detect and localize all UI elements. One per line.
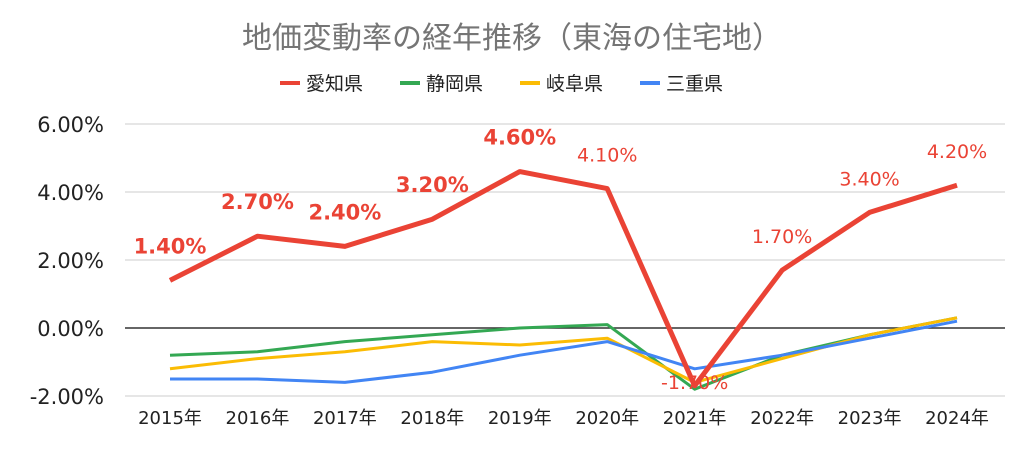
legend-label: 岐阜県 [546, 73, 603, 95]
x-tick-label: 2019年 [488, 408, 552, 429]
x-tick-label: 2023年 [838, 408, 902, 429]
data-label: 4.10% [577, 145, 637, 167]
y-axis: -2.00% 0.00% 2.00% 4.00% 6.00% [30, 113, 104, 409]
y-tick-label: 4.00% [37, 181, 104, 205]
x-tick-label: 2017年 [313, 408, 377, 429]
data-label: 3.40% [839, 168, 899, 190]
data-label: -1.70% [661, 372, 728, 394]
data-label: 3.20% [396, 173, 469, 197]
legend-label: 愛知県 [306, 73, 363, 95]
data-label: 2.40% [308, 200, 381, 224]
y-tick-label: -2.00% [30, 385, 104, 409]
legend-label: 静岡県 [426, 73, 483, 95]
x-tick-label: 2016年 [226, 408, 290, 429]
series-lines [168, 169, 958, 391]
data-label: 1.70% [752, 226, 812, 248]
x-tick-label: 2021年 [663, 408, 727, 429]
series-line-0 [168, 169, 958, 389]
x-tick-label: 2015年 [138, 408, 202, 429]
chart-title: 地価変動率の経年推移（東海の住宅地） [242, 21, 782, 56]
y-tick-label: 0.00% [37, 317, 104, 341]
data-label: 4.20% [927, 141, 987, 163]
grid [125, 123, 1005, 397]
y-tick-label: 6.00% [37, 113, 104, 137]
data-label: 4.60% [483, 126, 556, 150]
series-line-1 [169, 316, 958, 391]
legend-label: 三重県 [666, 73, 723, 95]
x-tick-label: 2018年 [400, 408, 464, 429]
data-label: 2.70% [221, 190, 294, 214]
series-line-3 [170, 319, 958, 384]
x-tick-label: 2024年 [925, 408, 989, 429]
x-tick-label: 2020年 [575, 408, 639, 429]
legend: 愛知県 静岡県 岐阜県 三重県 [280, 73, 723, 95]
x-tick-label: 2022年 [750, 408, 814, 429]
y-tick-label: 2.00% [37, 249, 104, 273]
data-labels: 1.40% 2.70% 2.40% 3.20% 4.60% 4.10% -1.70% 1.70… [134, 126, 988, 394]
data-label: 1.40% [134, 234, 207, 258]
x-axis: 2015年 2016年 2017年 2018年 2019年 2020年 2021年 2022年… [138, 408, 989, 429]
